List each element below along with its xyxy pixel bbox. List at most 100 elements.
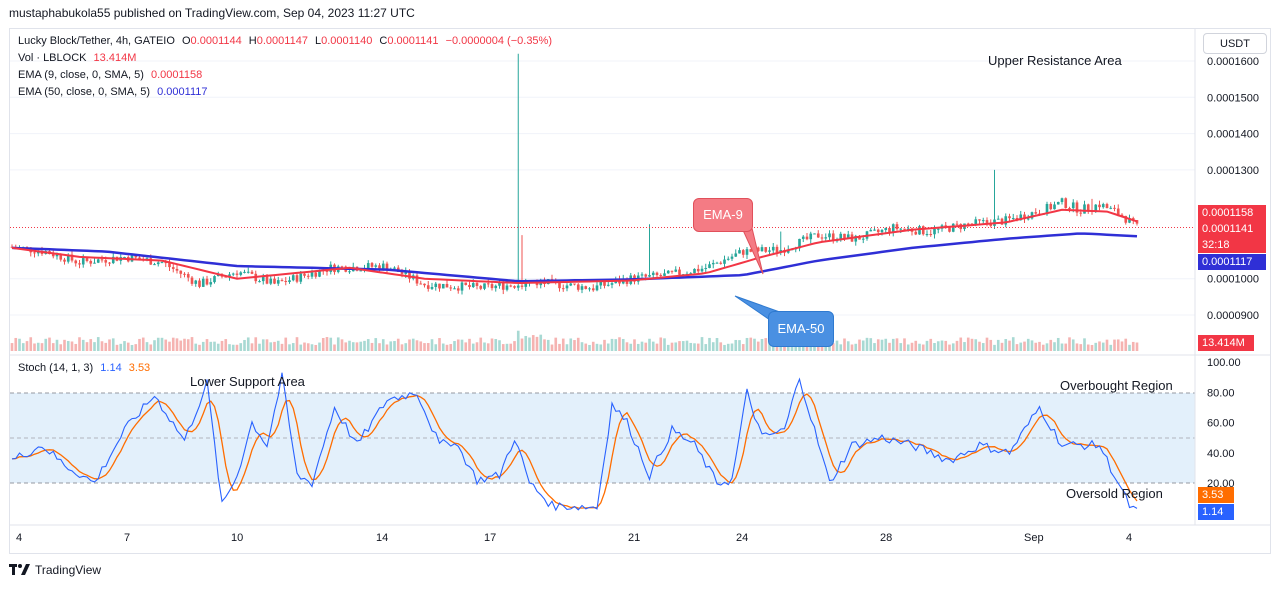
currency-button[interactable]: USDT <box>1203 33 1267 54</box>
candle-body <box>276 280 280 284</box>
candle-body <box>1101 204 1105 208</box>
candle-body <box>809 233 813 240</box>
volume-bar <box>216 343 220 351</box>
candle-body <box>78 263 81 265</box>
volume-bar <box>246 337 250 351</box>
time-tick-label: 24 <box>736 532 749 544</box>
volume-bar <box>186 339 190 351</box>
candle-body <box>449 287 453 289</box>
candle-body <box>801 236 805 239</box>
candle-body <box>996 218 1000 220</box>
candle-body <box>456 288 460 291</box>
candle-body <box>490 284 494 289</box>
volume-bar <box>411 338 415 351</box>
volume-bar <box>704 344 708 351</box>
volume-bar <box>108 339 111 351</box>
candle-body <box>1011 217 1015 219</box>
volume-bar <box>119 343 123 351</box>
candle-body <box>644 274 648 277</box>
volume-bar <box>145 342 149 351</box>
volume-bar <box>1128 344 1131 351</box>
candle-body <box>464 282 468 285</box>
volume-bar <box>869 338 873 351</box>
volume-bar <box>554 337 558 351</box>
volume-bar <box>1086 344 1090 351</box>
candle-body <box>1131 218 1135 221</box>
volume-bar <box>235 344 239 351</box>
candle-body <box>948 226 951 232</box>
volume-bar <box>666 344 670 351</box>
volume-bar <box>93 342 96 351</box>
candle-body <box>318 270 321 277</box>
candle-body <box>453 288 456 290</box>
volume-bar <box>40 343 44 351</box>
candle-body <box>138 257 141 260</box>
volume-bar <box>168 341 171 351</box>
candle-body <box>33 252 36 254</box>
volume-bar <box>1008 340 1011 351</box>
volume-bar <box>1034 342 1038 351</box>
volume-bar <box>104 342 108 351</box>
volume-bar <box>74 343 78 351</box>
volume-bar <box>205 339 209 351</box>
volume-bar <box>333 344 336 351</box>
time-tick-label: 7 <box>124 532 131 544</box>
volume-bar <box>741 344 745 351</box>
volume-bar <box>981 343 985 351</box>
volume-bar <box>655 343 659 351</box>
volume-bar <box>318 342 321 351</box>
legend-ema9-row: EMA (9, close, 0, SMA, 5) 0.0001158 <box>18 69 202 81</box>
volume-bar <box>989 339 993 351</box>
candle-body <box>933 228 936 235</box>
candle-body <box>59 254 63 260</box>
candle-body <box>55 254 59 257</box>
volume-bar <box>509 343 513 351</box>
candle-body <box>70 254 74 261</box>
candle-body <box>408 270 411 279</box>
candle-body <box>813 233 816 235</box>
candle-body <box>258 281 261 283</box>
candle-body <box>306 275 310 277</box>
volume-bar <box>914 340 918 351</box>
candle-body <box>1034 212 1038 214</box>
candle-body <box>96 259 100 263</box>
volume-bar <box>719 342 723 351</box>
volume-bar <box>408 339 411 351</box>
candle-body <box>921 226 925 235</box>
stoch-k-tag: 1.14 <box>1198 504 1234 520</box>
candle-body <box>558 281 561 289</box>
volume-bar <box>36 342 40 351</box>
volume-bar <box>1131 341 1135 351</box>
candle-body <box>925 234 929 236</box>
candle-body <box>471 283 475 288</box>
volume-bar <box>355 342 359 351</box>
ema9-line <box>11 208 1138 285</box>
volume-bar <box>55 339 59 351</box>
volume-bar <box>273 341 276 351</box>
candle-body <box>648 275 651 277</box>
candle-body <box>824 237 828 239</box>
candle-body <box>678 269 681 275</box>
l-value: 0.0001140 <box>321 35 373 47</box>
volume-bar <box>978 341 981 351</box>
volume-bar <box>1079 344 1083 351</box>
candle-body <box>573 283 576 285</box>
ema9-label: EMA (9, close, 0, SMA, 5) <box>18 69 144 81</box>
candle-body <box>726 258 730 260</box>
volume-bar <box>336 337 340 351</box>
candle-body <box>179 270 183 274</box>
candle-body <box>981 220 985 222</box>
volume-bar <box>528 337 531 351</box>
volume-bar <box>310 344 314 351</box>
volume-bar <box>505 343 509 351</box>
stoch-tick-label: 80.00 <box>1207 387 1235 399</box>
volume-bar <box>816 344 820 351</box>
volume-bar <box>535 336 539 351</box>
candle-body <box>149 258 153 265</box>
volume-bar <box>89 339 93 351</box>
volume-bar <box>693 343 696 351</box>
candle-body <box>903 228 906 230</box>
volume-bar <box>66 341 70 351</box>
volume-bar <box>614 339 618 351</box>
